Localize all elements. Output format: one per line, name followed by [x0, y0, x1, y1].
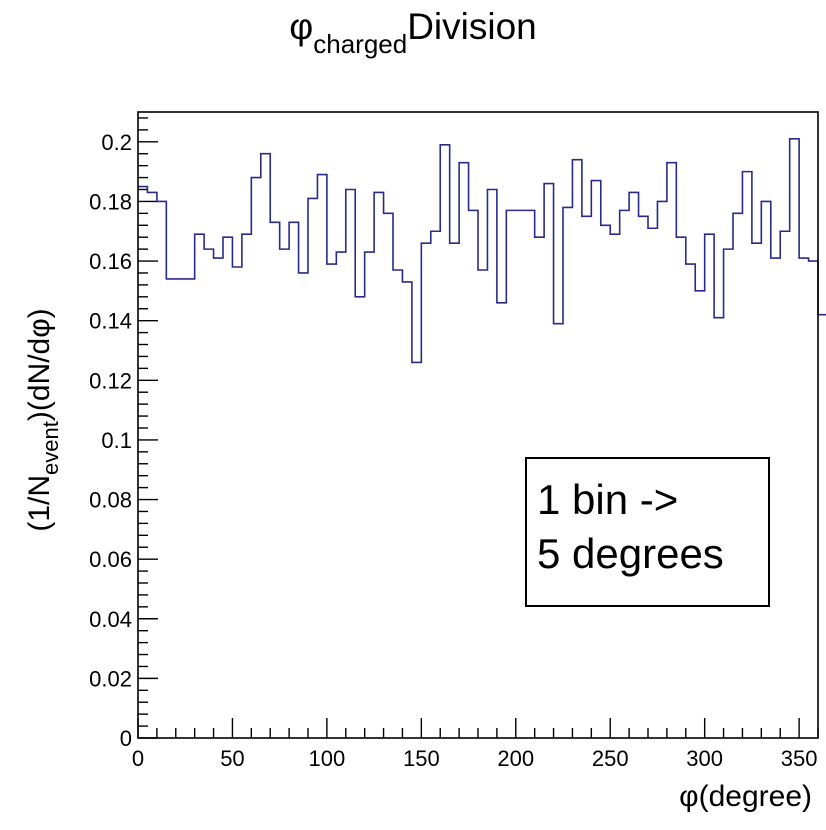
x-axis-label: φ(degree): [679, 780, 812, 813]
x-tick-label: 100: [309, 746, 346, 771]
y-tick-label: 0.14: [89, 309, 132, 334]
y-tick-label: 0.12: [89, 368, 132, 393]
histogram-step-line: [138, 138, 826, 364]
ylabel-prefix: (1/N: [23, 474, 56, 532]
ylabel-subscript: event: [38, 421, 63, 475]
title-main: Division: [407, 6, 537, 47]
x-tick-label: 50: [220, 746, 244, 771]
y-tick-label: 0.2: [101, 130, 132, 155]
annotation-line-2: 5 degrees: [537, 530, 724, 577]
ylabel-suffix: )(dN/dφ): [23, 308, 56, 422]
annotation-line-1: 1 bin ->: [537, 476, 679, 523]
tick-labels: 0 50 100 150 200 250 300 350 0 0.02 0.04 0.06 0.08 0.…: [89, 130, 817, 771]
x-tick-label: 250: [592, 746, 629, 771]
y-tick-label: 0.06: [89, 547, 132, 572]
y-tick-label: 0.02: [89, 666, 132, 691]
x-tick-label: 200: [497, 746, 534, 771]
x-tick-label: 0: [132, 746, 144, 771]
annotation-box: 1 bin -> 5 degrees: [525, 457, 770, 607]
y-tick-label: 0.04: [89, 607, 132, 632]
title-symbol: φ: [289, 6, 314, 47]
y-tick-label: 0.18: [89, 189, 132, 214]
y-tick-label: 0.1: [101, 428, 132, 453]
x-tick-label: 150: [403, 746, 440, 771]
y-axis-label: (1/Nevent)(dN/dφ): [20, 250, 63, 590]
y-tick-label: 0.16: [89, 249, 132, 274]
x-tick-label: 300: [686, 746, 723, 771]
y-tick-label: 0: [120, 726, 132, 751]
x-tick-label: 350: [781, 746, 818, 771]
plot-frame: [137, 111, 819, 739]
chart-title: φchargedDivision: [0, 6, 826, 59]
y-tick-label: 0.08: [89, 488, 132, 513]
title-subscript: charged: [313, 29, 408, 59]
